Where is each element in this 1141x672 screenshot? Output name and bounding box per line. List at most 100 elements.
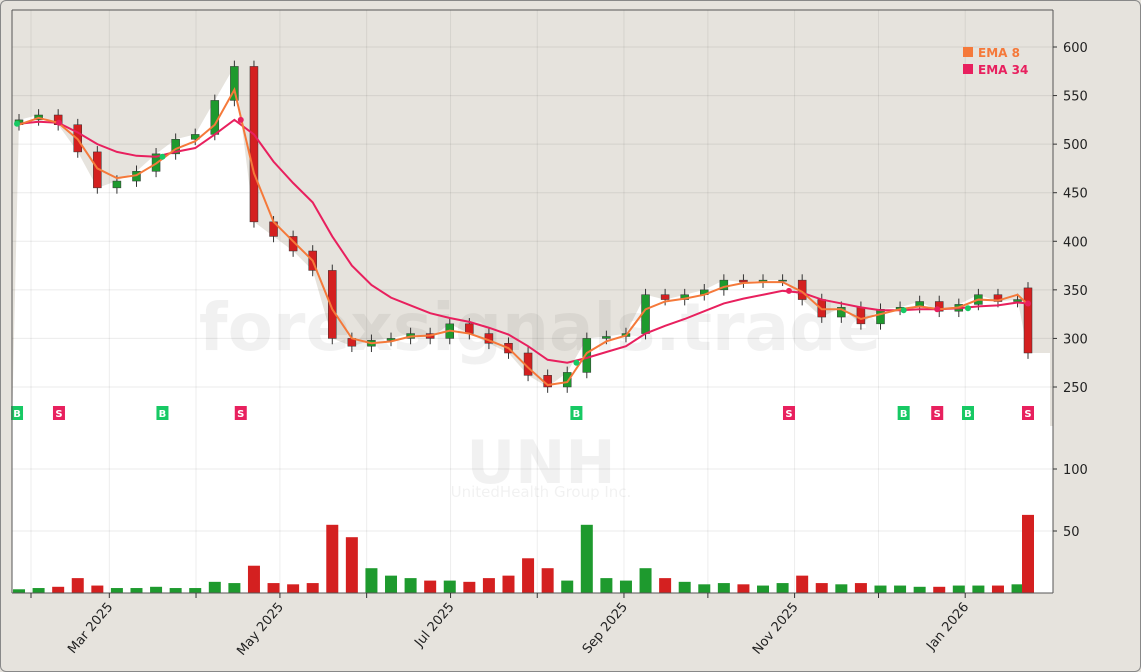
volume-bar bbox=[345, 537, 358, 593]
signal-marker-buy bbox=[11, 406, 24, 420]
volume-tick-label: 50 bbox=[1063, 525, 1080, 540]
candle-body bbox=[249, 66, 259, 223]
volume-bar bbox=[463, 581, 476, 593]
volume-bar bbox=[678, 581, 691, 593]
volume-bar bbox=[267, 583, 280, 593]
candle-body bbox=[660, 294, 670, 300]
volume-bar bbox=[933, 586, 946, 593]
volume-bar bbox=[659, 578, 672, 593]
x-tick-label: Mar 2025 bbox=[65, 600, 116, 657]
volume-bar bbox=[150, 586, 163, 593]
signal-dot bbox=[934, 306, 941, 313]
volume-bar bbox=[522, 558, 535, 593]
volume-bar bbox=[698, 584, 711, 593]
volume-bar bbox=[619, 580, 632, 593]
signal-dot bbox=[55, 119, 62, 126]
signal-label: B bbox=[573, 409, 581, 420]
candle-body bbox=[778, 279, 787, 282]
volume-bar bbox=[952, 585, 965, 593]
volume-bar bbox=[874, 585, 887, 593]
signal-label: B bbox=[13, 409, 21, 420]
legend-swatch-ema8 bbox=[963, 47, 973, 57]
volume-bar bbox=[208, 581, 221, 593]
signal-marker-sell bbox=[931, 406, 944, 420]
legend-label-ema34: EMA 34 bbox=[978, 63, 1028, 77]
volume-bar bbox=[1011, 584, 1024, 593]
volume-tick-label: 100 bbox=[1063, 463, 1088, 478]
ema34-line bbox=[18, 118, 1029, 364]
volume-bar bbox=[600, 578, 613, 593]
candle-body bbox=[112, 180, 122, 189]
legend: EMA 8 EMA 34 bbox=[963, 46, 1028, 77]
candle-body bbox=[328, 270, 337, 339]
x-tick-label: Nov 2025 bbox=[750, 600, 802, 658]
volume-bar bbox=[228, 583, 241, 593]
candle-body bbox=[602, 336, 611, 339]
volume-bar bbox=[815, 583, 828, 593]
signal-marker-sell bbox=[234, 406, 247, 420]
signal-label: S bbox=[1024, 409, 1031, 420]
x-tick-label: Jan 2026 bbox=[923, 600, 972, 654]
volume-bar bbox=[189, 588, 202, 593]
company-watermark: UnitedHealth Group Inc. bbox=[451, 483, 632, 501]
x-tick-label: May 2025 bbox=[234, 600, 287, 659]
price-tick-label: 300 bbox=[1063, 332, 1088, 347]
x-tick-label: Sep 2025 bbox=[580, 600, 631, 657]
price-tick-label: 250 bbox=[1063, 381, 1088, 396]
volume-bar bbox=[169, 588, 182, 593]
candle-body bbox=[210, 100, 220, 135]
signal-dot bbox=[159, 153, 166, 160]
volume-bar bbox=[776, 583, 789, 593]
volume-bar bbox=[247, 565, 260, 593]
volume-bar bbox=[757, 585, 770, 593]
candle-body bbox=[562, 372, 572, 388]
volume-bar bbox=[52, 586, 65, 593]
signal-dot bbox=[573, 359, 580, 366]
legend-swatch-ema34 bbox=[963, 64, 973, 74]
signal-dot bbox=[900, 307, 907, 314]
signal-marker-buy bbox=[897, 406, 910, 420]
signal-marker-buy bbox=[570, 406, 583, 420]
signal-label: B bbox=[900, 409, 908, 420]
volume-bar bbox=[385, 575, 398, 593]
volume-bar bbox=[502, 575, 515, 593]
candle-body bbox=[1023, 287, 1033, 354]
price-tick-label: 550 bbox=[1063, 90, 1088, 105]
signal-label: B bbox=[159, 409, 167, 420]
signal-label: B bbox=[964, 409, 972, 420]
volume-bar bbox=[443, 580, 456, 593]
signal-label: S bbox=[785, 409, 792, 420]
volume-bar bbox=[404, 578, 417, 593]
candle-body bbox=[288, 236, 298, 252]
signal-dot bbox=[785, 287, 792, 294]
ema8-line bbox=[18, 87, 1029, 387]
volume-bar bbox=[326, 524, 339, 593]
candle-body bbox=[739, 279, 748, 283]
volume-bar bbox=[639, 568, 652, 593]
candle-body bbox=[876, 309, 885, 325]
x-tick-label: Jul 2025 bbox=[411, 600, 457, 651]
volume-bar bbox=[71, 578, 84, 593]
signal-dot bbox=[237, 116, 244, 123]
signal-dot bbox=[1025, 300, 1031, 307]
volume-bar bbox=[110, 588, 123, 593]
volume-bar bbox=[737, 584, 750, 593]
volume-bar bbox=[717, 583, 730, 593]
candle-body bbox=[582, 338, 592, 373]
volume-bar bbox=[561, 580, 574, 593]
volume-bar bbox=[365, 568, 378, 593]
signal-marker-buy bbox=[961, 406, 974, 420]
price-tick-label: 400 bbox=[1063, 235, 1088, 250]
volume-bar bbox=[972, 585, 985, 593]
volume-bar bbox=[287, 584, 300, 593]
signal-label: S bbox=[237, 409, 244, 420]
legend-label-ema8: EMA 8 bbox=[978, 46, 1020, 60]
volume-bar bbox=[130, 588, 143, 593]
volume-bar bbox=[306, 583, 319, 593]
volume-bar bbox=[32, 588, 45, 593]
signal-marker-sell bbox=[782, 406, 795, 420]
signal-dot bbox=[14, 120, 21, 127]
price-tick-label: 450 bbox=[1063, 187, 1088, 202]
price-tick-label: 600 bbox=[1063, 41, 1088, 56]
signal-marker-sell bbox=[1022, 406, 1034, 420]
